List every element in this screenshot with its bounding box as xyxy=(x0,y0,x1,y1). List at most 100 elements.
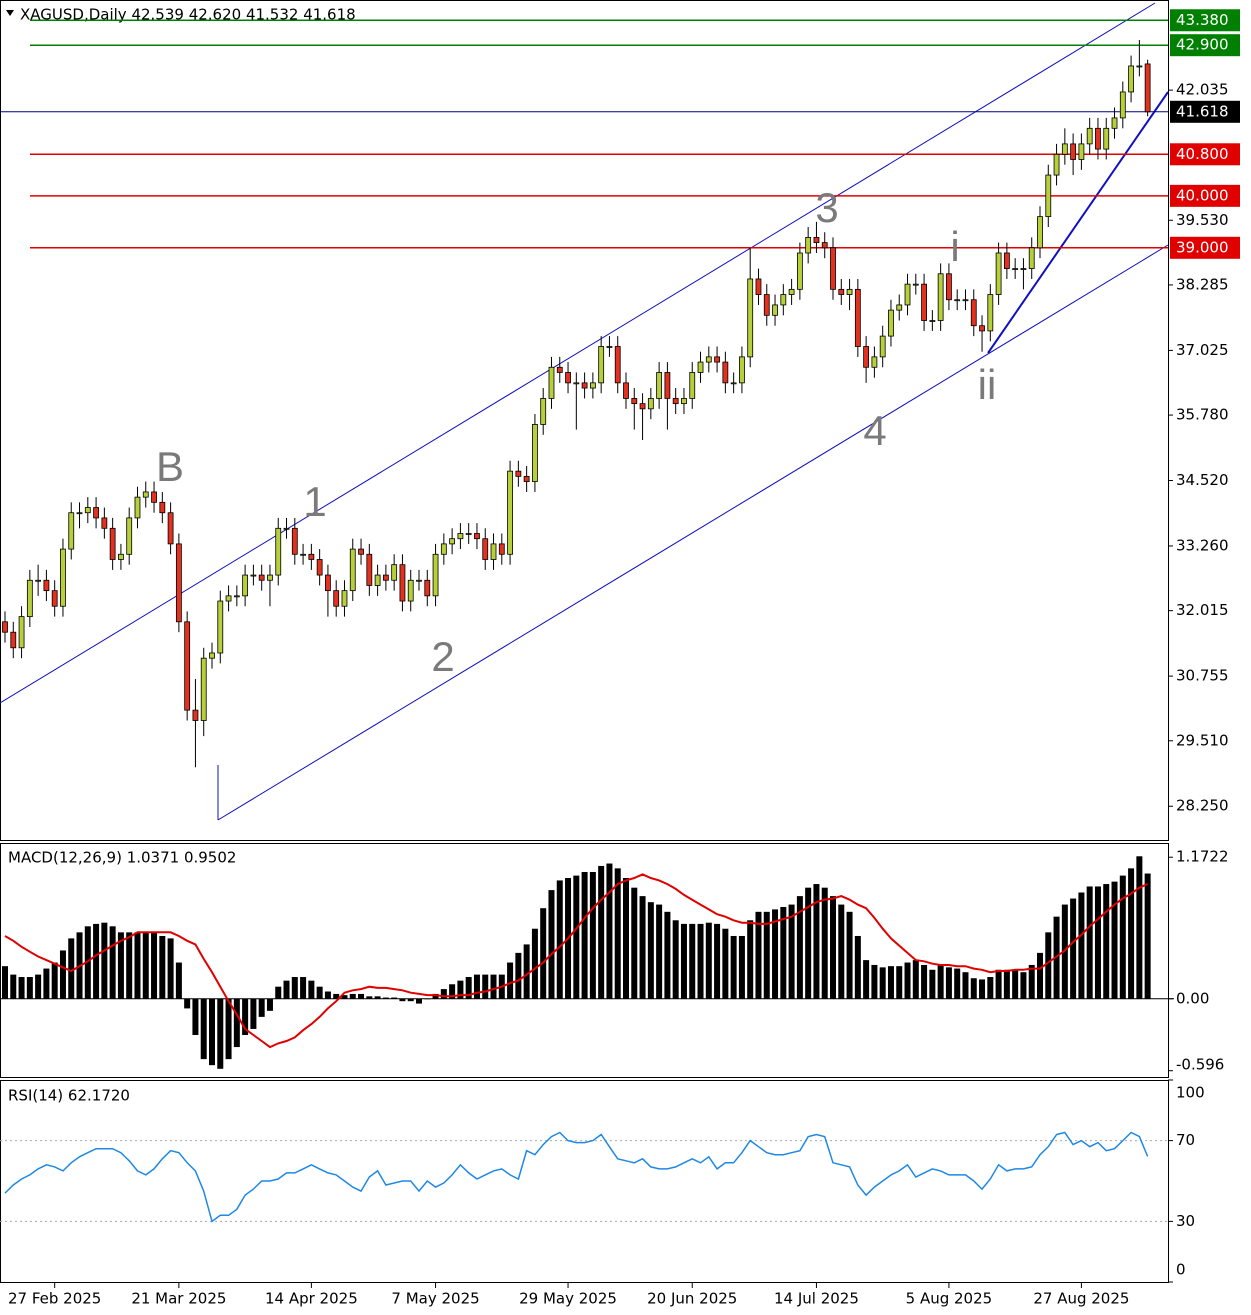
macd-bar xyxy=(879,967,886,999)
candle-body xyxy=(474,533,480,540)
candle-body xyxy=(60,548,66,607)
y-tick-label: 100 xyxy=(1176,1084,1205,1102)
macd-bar xyxy=(93,923,100,999)
candle-body xyxy=(631,398,638,405)
macd-bar xyxy=(979,979,986,999)
y-tick-label: 0 xyxy=(1176,1261,1186,1279)
level-label: 40.000 xyxy=(1176,186,1229,204)
macd-bar xyxy=(664,911,671,999)
macd-bar xyxy=(341,995,348,999)
candle-body xyxy=(1103,127,1110,150)
candle-body xyxy=(1070,143,1077,160)
macd-bar xyxy=(159,935,166,999)
candle-body xyxy=(93,507,99,519)
macd-bar xyxy=(623,878,629,999)
y-tick-label: 39.530 xyxy=(1176,211,1229,229)
candle-body xyxy=(440,543,447,555)
candle-body xyxy=(407,579,414,602)
y-tick-label: 34.520 xyxy=(1176,471,1229,489)
macd-bar xyxy=(26,977,33,999)
candle-body xyxy=(242,574,249,597)
candle-body xyxy=(532,424,538,482)
macd-bar xyxy=(647,902,654,999)
rsi-panel xyxy=(0,1080,1169,1283)
candle-body xyxy=(739,356,745,384)
candle-body xyxy=(167,512,174,545)
macd-bar xyxy=(1045,932,1052,999)
candle-body xyxy=(548,366,555,399)
macd-bar xyxy=(747,920,754,999)
candle-body xyxy=(697,361,704,373)
macd-bar xyxy=(449,984,456,999)
macd-bar xyxy=(291,977,298,999)
candle-body xyxy=(1095,127,1101,150)
macd-bar xyxy=(134,932,141,999)
macd-bar xyxy=(639,896,646,999)
macd-bar xyxy=(167,938,174,999)
macd-bar xyxy=(68,938,75,999)
candle-body xyxy=(18,616,25,649)
y-tick-label: 70 xyxy=(1176,1131,1195,1149)
macd-bar xyxy=(531,928,538,999)
level-label: 42.900 xyxy=(1176,36,1229,54)
macd-bar xyxy=(1128,868,1135,999)
macd-bar xyxy=(813,884,820,999)
candle-body xyxy=(656,372,663,399)
candle-body xyxy=(1020,268,1027,270)
candle-body xyxy=(813,237,820,243)
candle-body xyxy=(175,543,182,623)
candle-body xyxy=(498,543,505,555)
macd-bar xyxy=(333,993,340,999)
candle-body xyxy=(267,574,273,581)
candle-body xyxy=(341,590,348,607)
macd-bar xyxy=(308,980,315,999)
candle-body xyxy=(772,304,778,316)
candle-body xyxy=(26,579,33,618)
candle-body xyxy=(954,299,961,302)
macd-bar xyxy=(680,923,687,999)
macd-bar xyxy=(258,998,265,1017)
candle-body xyxy=(672,398,679,405)
candle-body xyxy=(854,288,861,347)
chart-title: XAGUSD,Daily 42.539 42.620 41.532 41.618 xyxy=(20,6,356,24)
candle-body xyxy=(109,527,116,560)
candle-body xyxy=(821,242,828,249)
wave-label: 3 xyxy=(815,184,838,231)
candle-body xyxy=(51,590,58,607)
macd-bar xyxy=(275,986,282,999)
level-label: 39.000 xyxy=(1176,238,1229,256)
y-tick-label: 38.285 xyxy=(1176,275,1229,293)
macd-bar xyxy=(705,922,712,999)
macd-bar xyxy=(614,868,621,999)
macd-bar xyxy=(714,923,721,999)
candle-body xyxy=(796,252,803,290)
macd-bar xyxy=(730,935,737,999)
macd-bar xyxy=(192,998,199,1035)
macd-bar xyxy=(349,993,356,999)
candle-body xyxy=(863,346,870,368)
level-label-box xyxy=(1170,9,1240,32)
candle-body xyxy=(308,553,315,560)
candle-body xyxy=(432,553,439,597)
macd-bar xyxy=(126,932,133,999)
candle-body xyxy=(465,533,472,535)
candle-body xyxy=(714,356,720,363)
level-label-box xyxy=(1170,236,1240,259)
macd-bar xyxy=(507,962,514,999)
macd-bar xyxy=(407,998,414,1002)
wave-label: 1 xyxy=(303,478,326,525)
macd-bar xyxy=(473,974,480,999)
macd-bar xyxy=(945,967,952,999)
macd-bar xyxy=(515,952,522,999)
candle-body xyxy=(614,346,621,384)
candle-body xyxy=(250,574,257,577)
candle-body xyxy=(457,533,464,540)
candle-body xyxy=(1136,65,1143,68)
macd-bar xyxy=(109,926,116,999)
macd-bar xyxy=(374,996,381,999)
candle-body xyxy=(540,398,547,425)
candle-body xyxy=(573,382,580,385)
x-tick-label: 29 May 2025 xyxy=(519,1290,617,1308)
macd-bar xyxy=(175,962,182,999)
